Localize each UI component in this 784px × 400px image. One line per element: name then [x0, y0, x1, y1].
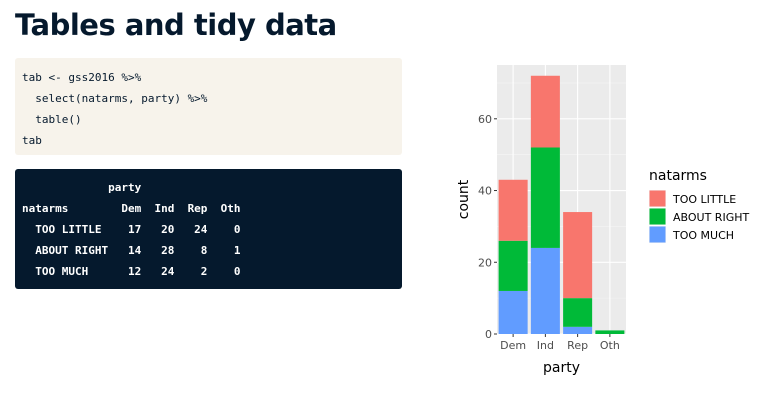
bar-segment: [530, 247, 560, 334]
output-row: TOO MUCH 12 24 2 0: [22, 265, 241, 278]
y-tick-label: 60: [478, 113, 492, 126]
bar-segment: [498, 179, 528, 241]
bar-segment: [530, 75, 560, 148]
bar-segment: [530, 147, 560, 248]
bar-segment: [498, 240, 528, 291]
code-line: select(natarms, party) %>%: [22, 92, 208, 105]
output-row: ABOUT RIGHT 14 28 8 1: [22, 244, 241, 257]
x-tick-label: Oth: [600, 339, 620, 352]
output-header-columns: natarms Dem Ind Rep Oth: [22, 202, 241, 215]
x-tick-label: Ind: [537, 339, 554, 352]
y-axis-title: count: [456, 179, 472, 219]
y-tick-label: 0: [485, 328, 492, 341]
output-row: TOO LITTLE 17 20 24 0: [22, 223, 241, 236]
legend-label: TOO MUCH: [672, 229, 734, 242]
code-line: tab <- gss2016 %>%: [22, 71, 142, 84]
bar-segment: [498, 290, 528, 334]
bar-segment: [563, 298, 593, 327]
bar-segment: [595, 330, 625, 334]
bar-segment: [563, 212, 593, 299]
y-tick-label: 40: [478, 185, 492, 198]
slide-title: Tables and tidy data: [15, 8, 337, 42]
y-tick-label: 20: [478, 256, 492, 269]
code-line: tab: [22, 134, 42, 147]
legend-key: [649, 208, 666, 225]
x-tick-label: Dem: [500, 339, 526, 352]
code-line: table(): [22, 113, 82, 126]
legend-label: TOO LITTLE: [672, 193, 736, 206]
legend-title: natarms: [649, 168, 707, 184]
output-header-party: party: [22, 181, 142, 194]
code-block: tab <- gss2016 %>% select(natarms, party…: [15, 58, 402, 155]
stacked-bar-chart: 0 20 40 60 Dem Ind Rep Oth party count natarms TOO …: [456, 65, 749, 376]
x-axis-title: party: [543, 360, 580, 376]
legend-key: [649, 226, 666, 243]
bar-segment: [563, 326, 593, 334]
console-output: party natarms Dem Ind Rep Oth TOO LITTLE…: [15, 169, 402, 289]
legend-key: [649, 190, 666, 207]
x-tick-label: Rep: [567, 339, 588, 352]
legend-label: ABOUT RIGHT: [673, 211, 749, 224]
